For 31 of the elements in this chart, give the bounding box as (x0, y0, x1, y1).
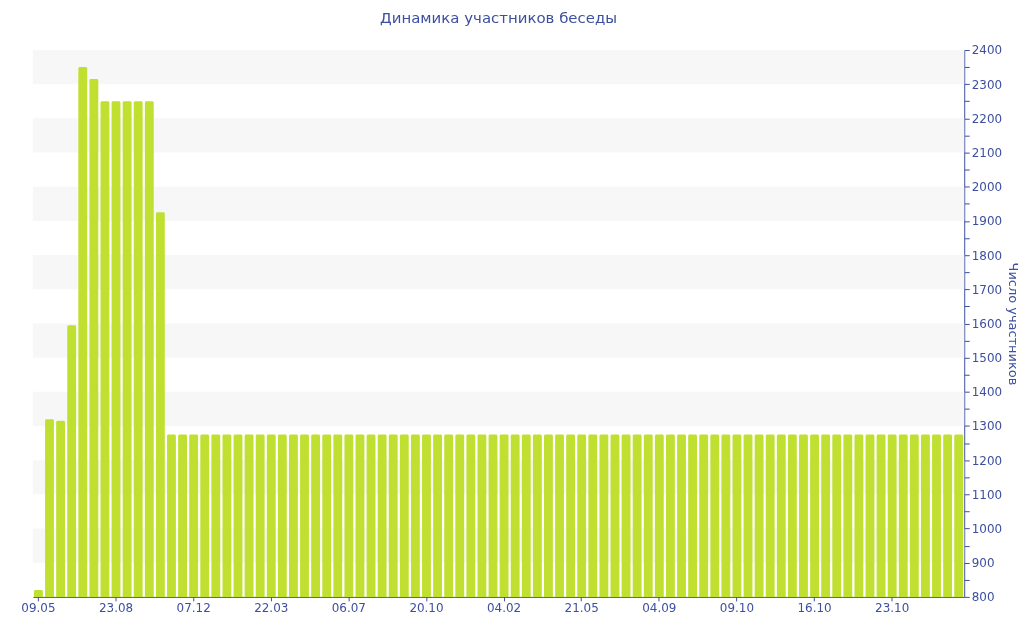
x-tick-label: 06.07 (331, 601, 366, 616)
y-tick-label: 2100 (971, 146, 1003, 161)
y-tick-label: 1600 (971, 316, 1003, 331)
x-tick-label: 22.03 (254, 601, 289, 616)
x-tick-label: 04.02 (487, 601, 522, 616)
x-tick-label: 09.05 (21, 601, 56, 616)
chart-title: Динамика участников беседы (380, 9, 618, 28)
y-tick-label: 1100 (971, 487, 1003, 502)
x-tick-label: 16.10 (797, 601, 832, 616)
x-tick-label: 04.09 (642, 601, 677, 616)
y-tick-label: 2000 (971, 180, 1003, 195)
y-tick-label: 1900 (971, 214, 1003, 229)
x-tick-label: 23.08 (98, 601, 134, 616)
y-axis-title: Число участников (1006, 262, 1022, 386)
x-tick-label: 09.10 (719, 601, 755, 616)
y-tick-label: 2200 (971, 111, 1003, 126)
y-tick-label: 800 (971, 590, 995, 605)
y-tick-label: 1500 (971, 351, 1003, 366)
x-tick-label: 21.05 (564, 601, 599, 616)
y-tick-label: 1300 (971, 419, 1003, 434)
y-tick-label: 1200 (971, 453, 1003, 468)
y-tick-label: 2400 (971, 43, 1003, 58)
y-tick-label: 1800 (971, 248, 1003, 263)
y-tick-label: 1700 (971, 282, 1003, 297)
x-tick-label: 20.10 (409, 601, 444, 616)
x-tick-label: 23.10 (875, 601, 910, 616)
y-tick-label: 900 (971, 556, 995, 571)
y-tick-label: 1400 (971, 385, 1003, 400)
x-tick-label: 07.12 (176, 601, 211, 616)
y-tick-label: 1000 (971, 522, 1003, 536)
y-tick-label: 2300 (971, 77, 1003, 92)
